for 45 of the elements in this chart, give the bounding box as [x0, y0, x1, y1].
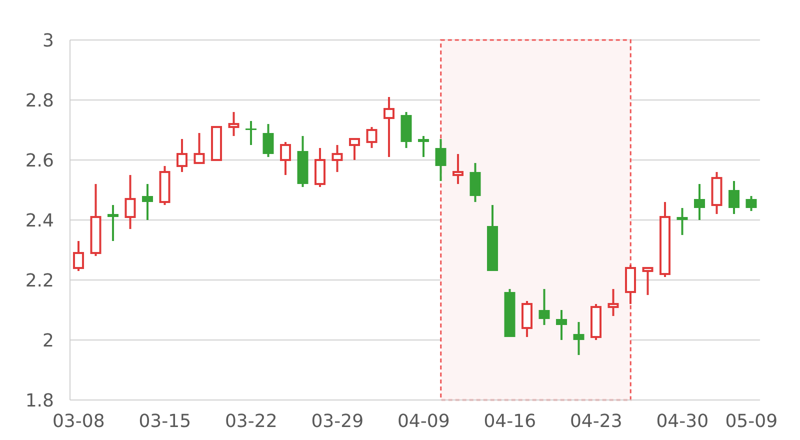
candlestick [366, 126, 378, 149]
candlestick [676, 207, 688, 236]
candlestick [228, 111, 240, 137]
candlestick [349, 138, 360, 161]
x-tick-label: 03-22 [224, 410, 278, 432]
candlestick [746, 195, 757, 212]
candlestick [246, 120, 256, 146]
y-tick-label: 2.2 [25, 270, 54, 292]
candlestick [142, 183, 153, 221]
candlestick [556, 309, 567, 341]
candlestick [280, 141, 291, 176]
x-tick-label: 05-09 [725, 410, 778, 432]
candlestick [314, 147, 326, 188]
y-tick-label: 2.4 [25, 210, 54, 232]
x-tick-label: 04-30 [656, 410, 709, 432]
candlestick [608, 288, 619, 317]
candlestick [176, 138, 188, 173]
candlestick [194, 132, 205, 164]
candlestick [470, 162, 481, 203]
candlestick [522, 300, 532, 338]
candlestick [642, 267, 654, 296]
y-tick-label: 2.6 [25, 150, 54, 172]
x-tick-label: 04-16 [484, 410, 536, 432]
candlestick [384, 96, 394, 158]
candlestick [73, 240, 84, 272]
candlestick [694, 183, 705, 221]
candlestick [418, 135, 429, 158]
y-tick-label: 2.8 [25, 90, 54, 112]
y-tick-label: 3 [42, 30, 54, 52]
x-tick-label: 03-29 [311, 410, 364, 432]
candlestick [124, 174, 136, 230]
x-tick-label: 04-23 [570, 410, 622, 432]
candlestick [538, 288, 550, 326]
x-tick-label: 03-08 [52, 410, 105, 432]
candlestick [262, 123, 274, 158]
candlestick [108, 204, 118, 242]
y-tick-label: 2 [42, 330, 54, 352]
candlestick [573, 321, 584, 356]
candlestick [452, 153, 464, 185]
x-tick-label: 03-15 [138, 410, 192, 432]
y-tick-label: 1.8 [25, 390, 54, 412]
candlestick [435, 138, 446, 182]
candlestick [728, 180, 740, 215]
candlestick [332, 144, 343, 173]
x-tick-label: 04-09 [397, 410, 450, 432]
